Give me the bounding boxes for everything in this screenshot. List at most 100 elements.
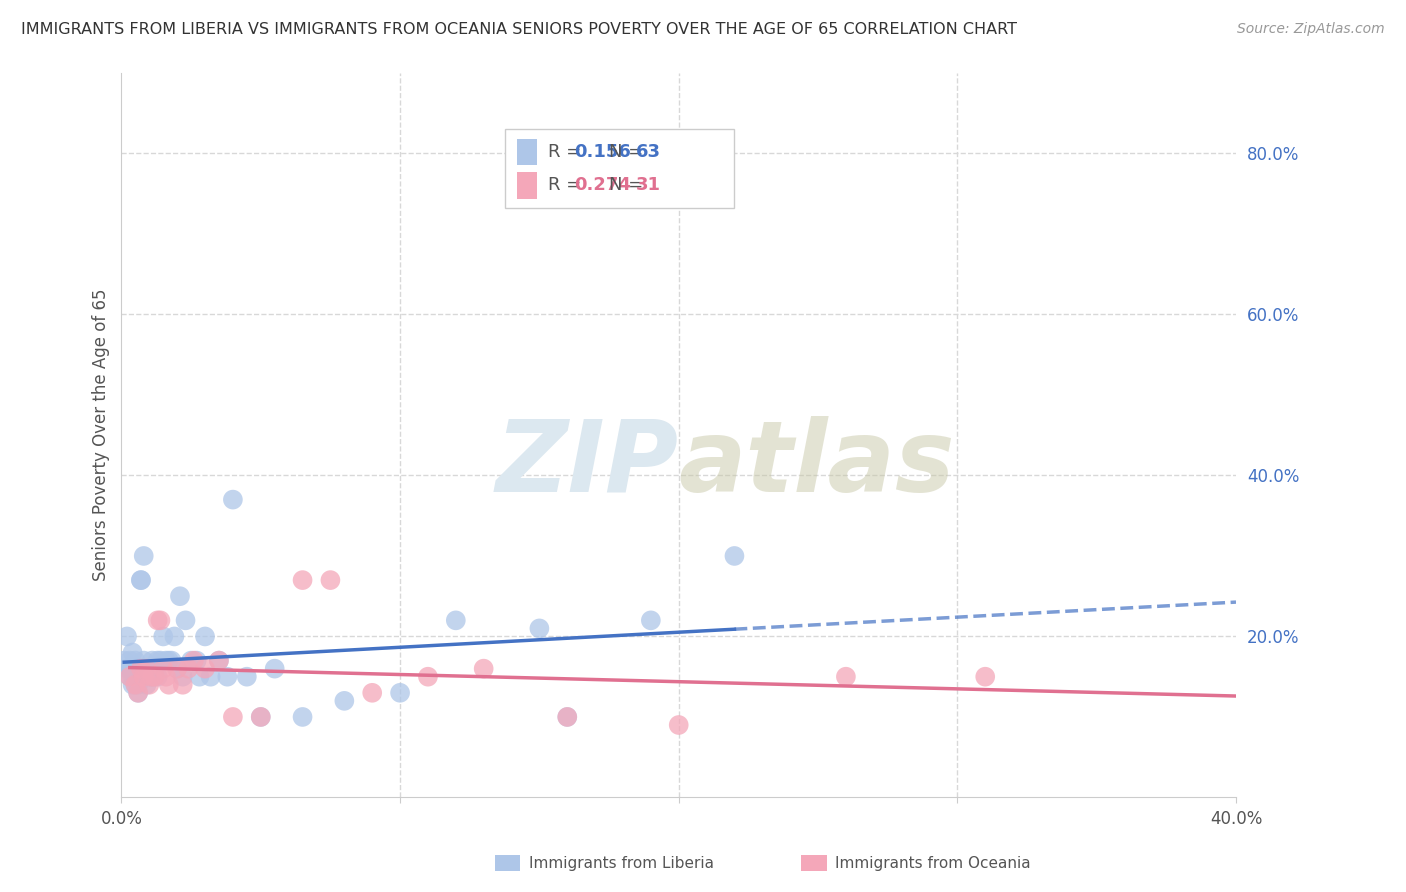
Point: [555, 710, 578, 724]
Text: ZIP: ZIP: [496, 416, 679, 513]
Point: [188, 670, 211, 684]
Point: [163, 630, 186, 644]
Point: [132, 670, 155, 684]
Point: [135, 662, 157, 676]
Point: [169, 589, 191, 603]
Point: [222, 492, 245, 507]
Point: [640, 613, 662, 627]
Point: [121, 670, 143, 684]
Point: [668, 718, 690, 732]
Point: [172, 670, 194, 684]
Point: [138, 678, 160, 692]
Text: R =: R =: [548, 177, 588, 194]
Point: [129, 662, 152, 676]
Point: [389, 686, 412, 700]
Text: 0.156: 0.156: [574, 144, 631, 161]
Point: [124, 670, 146, 684]
Point: [115, 630, 138, 644]
Point: [174, 613, 197, 627]
Point: [222, 710, 245, 724]
Point: [200, 670, 222, 684]
Point: [135, 662, 157, 676]
Point: [141, 670, 163, 684]
Point: [249, 710, 271, 724]
Point: [155, 654, 177, 668]
Point: [155, 670, 177, 684]
Point: [146, 670, 169, 684]
Point: [723, 549, 745, 563]
Point: [118, 670, 141, 684]
Point: [127, 678, 149, 692]
Point: [124, 654, 146, 668]
Point: [124, 678, 146, 692]
Text: Immigrants from Liberia: Immigrants from Liberia: [529, 856, 714, 871]
Point: [121, 662, 143, 676]
Point: [361, 686, 384, 700]
Point: [974, 670, 997, 684]
Text: N =: N =: [609, 177, 648, 194]
Point: [236, 670, 259, 684]
Point: [135, 678, 157, 692]
Point: [180, 654, 202, 668]
Text: atlas: atlas: [679, 416, 955, 513]
Point: [208, 654, 231, 668]
Point: [529, 621, 551, 635]
Point: [127, 670, 149, 684]
Point: [217, 670, 239, 684]
Text: Immigrants from Oceania: Immigrants from Oceania: [835, 856, 1031, 871]
Point: [132, 549, 155, 563]
Point: [127, 686, 149, 700]
Point: [146, 654, 169, 668]
Point: [127, 686, 149, 700]
Point: [152, 662, 174, 676]
Text: IMMIGRANTS FROM LIBERIA VS IMMIGRANTS FROM OCEANIA SENIORS POVERTY OVER THE AGE : IMMIGRANTS FROM LIBERIA VS IMMIGRANTS FR…: [21, 22, 1017, 37]
Point: [115, 662, 138, 676]
Text: 0.274: 0.274: [574, 177, 631, 194]
Point: [157, 654, 180, 668]
Point: [118, 654, 141, 668]
Text: 63: 63: [636, 144, 661, 161]
Point: [143, 662, 166, 676]
Point: [152, 630, 174, 644]
Point: [555, 710, 578, 724]
Point: [118, 662, 141, 676]
Point: [194, 662, 217, 676]
Point: [249, 710, 271, 724]
Point: [129, 662, 152, 676]
Point: [138, 670, 160, 684]
Point: [132, 670, 155, 684]
Point: [186, 654, 208, 668]
Point: [835, 670, 858, 684]
Point: [141, 654, 163, 668]
Point: [149, 654, 172, 668]
Point: [129, 573, 152, 587]
Point: [177, 662, 200, 676]
Point: [121, 646, 143, 660]
Point: [208, 654, 231, 668]
Point: [183, 654, 205, 668]
Point: [138, 662, 160, 676]
Point: [112, 654, 135, 668]
Text: R =: R =: [548, 144, 588, 161]
Point: [172, 678, 194, 692]
Point: [129, 573, 152, 587]
Point: [143, 662, 166, 676]
Point: [146, 613, 169, 627]
Point: [472, 662, 495, 676]
Point: [157, 678, 180, 692]
Point: [166, 662, 188, 676]
Point: [141, 670, 163, 684]
Point: [319, 573, 342, 587]
Point: [291, 573, 314, 587]
Point: [291, 710, 314, 724]
Point: [166, 662, 188, 676]
Text: 31: 31: [636, 177, 661, 194]
Point: [149, 613, 172, 627]
Point: [416, 670, 439, 684]
Point: [118, 670, 141, 684]
Point: [263, 662, 285, 676]
Point: [124, 662, 146, 676]
Point: [194, 630, 217, 644]
Point: [143, 670, 166, 684]
Y-axis label: Seniors Poverty Over the Age of 65: Seniors Poverty Over the Age of 65: [93, 289, 110, 582]
